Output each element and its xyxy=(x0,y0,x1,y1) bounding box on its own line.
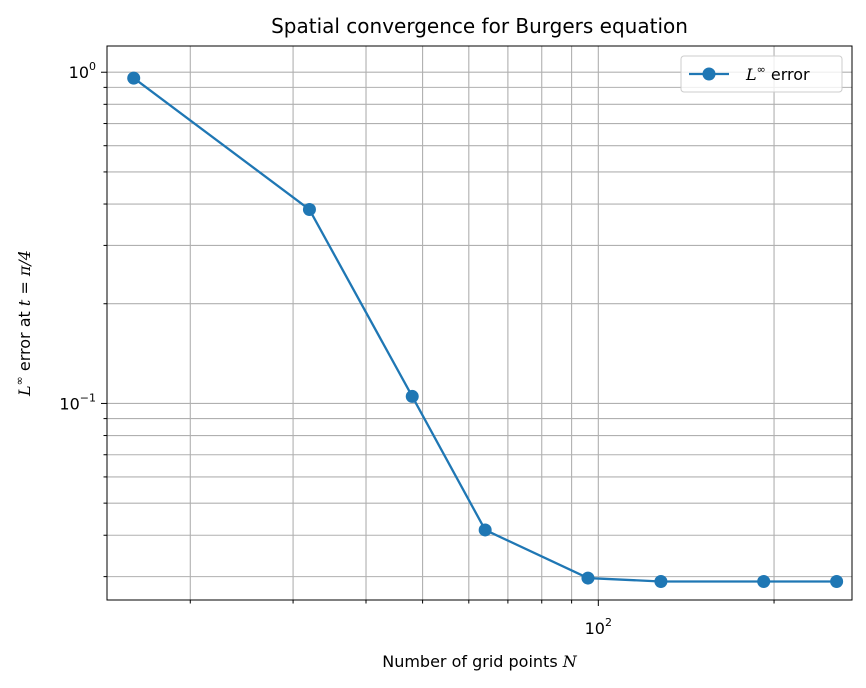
y-tick-label: 100 xyxy=(69,60,96,82)
legend-label-variable: L xyxy=(745,65,757,84)
x-tick-label: 102 xyxy=(585,616,612,638)
data-point xyxy=(830,574,844,588)
legend-marker xyxy=(702,67,716,81)
data-point xyxy=(757,574,771,588)
data-point xyxy=(654,574,668,588)
series-line xyxy=(133,77,837,583)
x-axis-label-variable: N xyxy=(562,652,578,671)
series-layer xyxy=(127,71,844,588)
plot-frame xyxy=(106,45,853,601)
y-axis-label-text: error at xyxy=(15,306,34,376)
tick-marks xyxy=(101,71,775,606)
data-point xyxy=(478,523,492,537)
x-tick-label-base: 10 xyxy=(585,619,605,638)
y-axis-label-expression: t = π/4 xyxy=(15,250,34,306)
y-tick-label-base: 10 xyxy=(59,394,79,413)
data-point xyxy=(127,71,141,85)
data-point xyxy=(302,203,316,217)
y-tick-label: 10−1 xyxy=(59,391,96,413)
x-axis-label-text: Number of grid points xyxy=(382,652,563,671)
y-axis-label-variable: L xyxy=(15,385,34,397)
data-point xyxy=(581,571,595,585)
data-point xyxy=(405,389,419,403)
grid-lines xyxy=(107,46,852,600)
y-tick-label-exponent: 0 xyxy=(89,60,96,73)
x-axis-label: Number of grid points N xyxy=(382,652,578,671)
legend-label-superscript: ∞ xyxy=(757,63,766,76)
y-axis-label: L∞ error at t = π/4 xyxy=(13,250,34,397)
legend-box xyxy=(680,55,843,93)
chart-title: Spatial convergence for Burgers equation xyxy=(271,14,688,38)
x-tick-label-exponent: 2 xyxy=(605,616,612,629)
legend-label: L∞ error xyxy=(745,63,810,84)
y-tick-label-base: 10 xyxy=(69,63,89,82)
y-tick-label-exponent: −1 xyxy=(80,391,96,404)
y-axis-label-superscript: ∞ xyxy=(13,376,26,385)
legend: L∞ error xyxy=(680,55,843,93)
legend-label-text: error xyxy=(766,65,810,84)
